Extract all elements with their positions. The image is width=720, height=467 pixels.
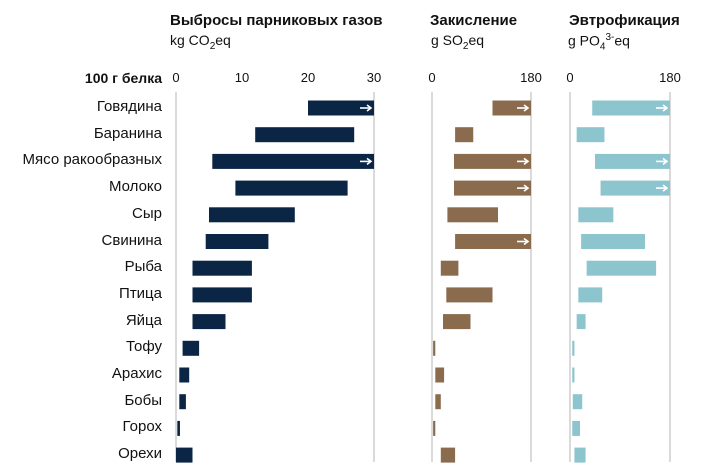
category-label: Баранина bbox=[93, 124, 162, 142]
unit-eutrophication: g PO43-eq bbox=[568, 32, 630, 53]
category-label: Сыр bbox=[132, 204, 162, 222]
range-bar-acidification bbox=[492, 100, 531, 116]
range-bar-eutrophication bbox=[600, 180, 670, 196]
unit-ghg: kg CO2eq bbox=[170, 32, 231, 52]
range-bar-eutrophication bbox=[578, 207, 614, 223]
range-bar-ghg bbox=[205, 234, 269, 249]
range-bar-acidification bbox=[454, 180, 531, 196]
x-tick-label-ghg: 0 bbox=[172, 70, 180, 85]
range-bar-ghg bbox=[179, 367, 190, 383]
chart-title-eutrophication: Эвтрофикация bbox=[569, 12, 680, 29]
range-bar-eutrophication bbox=[574, 447, 586, 463]
range-bar-eutrophication bbox=[595, 153, 670, 169]
overflow-arrowhead-icon bbox=[366, 157, 373, 166]
range-bar-ghg bbox=[176, 447, 193, 463]
range-bar-ghg bbox=[255, 127, 355, 143]
range-bar-acidification bbox=[455, 234, 531, 249]
category-label: Яйца bbox=[125, 311, 162, 329]
range-bar-acidification bbox=[447, 207, 498, 223]
range-bar-eutrophication bbox=[592, 100, 670, 116]
range-bar-ghg bbox=[192, 260, 252, 276]
range-bar-ghg bbox=[212, 153, 374, 169]
row-header: 100 г белка bbox=[84, 70, 162, 86]
overflow-arrowhead-icon bbox=[523, 104, 530, 112]
range-bar-ghg bbox=[308, 100, 374, 116]
range-bar-ghg bbox=[179, 394, 186, 410]
range-bar-eutrophication bbox=[581, 234, 645, 249]
overflow-arrowhead-icon bbox=[662, 104, 669, 112]
chart-title-ghg: Выбросы парниковых газов bbox=[170, 12, 383, 29]
category-label: Тофу bbox=[125, 338, 162, 356]
category-label: Молоко bbox=[108, 178, 162, 196]
category-label: Орехи bbox=[118, 445, 162, 463]
range-bar-acidification bbox=[440, 447, 456, 463]
category-label: Горох bbox=[122, 418, 162, 436]
range-bar-ghg bbox=[177, 420, 180, 436]
overflow-arrowhead-icon bbox=[662, 157, 669, 166]
overflow-arrowhead-icon bbox=[662, 184, 669, 192]
range-bar-eutrophication bbox=[572, 340, 575, 356]
range-bar-eutrophication bbox=[578, 287, 603, 303]
range-bar-ghg bbox=[192, 314, 226, 330]
range-bar-acidification bbox=[433, 340, 436, 356]
x-tick-label-ghg: 10 bbox=[234, 70, 250, 85]
overflow-arrowhead-icon bbox=[523, 237, 530, 246]
overflow-arrowhead-icon bbox=[523, 184, 530, 192]
range-bar-acidification bbox=[454, 153, 531, 169]
category-label: Арахис bbox=[111, 365, 162, 382]
x-tick-label-ghg: 20 bbox=[300, 70, 316, 85]
range-bar-eutrophication bbox=[576, 314, 586, 330]
range-bar-acidification bbox=[443, 314, 471, 330]
category-label: Свинина bbox=[101, 231, 162, 249]
range-bar-eutrophication bbox=[572, 394, 583, 410]
range-bar-acidification bbox=[455, 127, 474, 143]
range-bar-acidification bbox=[433, 420, 436, 436]
x-tick-label-ghg: 30 bbox=[366, 70, 382, 85]
category-label: Бобы bbox=[124, 391, 162, 409]
category-label: Мясо ракообразных bbox=[22, 151, 162, 169]
range-bar-eutrophication bbox=[572, 367, 575, 383]
category-label: Птица bbox=[119, 284, 162, 302]
category-label: Рыба bbox=[124, 258, 162, 276]
range-bar-ghg bbox=[209, 207, 295, 223]
x-tick-label-acidification: 0 bbox=[428, 70, 436, 85]
category-label: Говядина bbox=[96, 98, 162, 115]
range-bar-acidification bbox=[435, 367, 445, 383]
chart-title-acidification: Закисление bbox=[430, 12, 518, 29]
range-bar-acidification bbox=[440, 260, 459, 276]
x-tick-label-acidification: 180 bbox=[520, 70, 542, 85]
range-bar-ghg bbox=[182, 340, 200, 356]
range-bar-ghg bbox=[192, 287, 252, 303]
range-bar-eutrophication bbox=[586, 260, 657, 276]
unit-acidification: g SO2eq bbox=[431, 32, 485, 52]
range-bar-eutrophication bbox=[576, 127, 605, 143]
x-tick-label-eutrophication: 180 bbox=[659, 70, 681, 85]
x-tick-label-eutrophication: 0 bbox=[566, 70, 574, 85]
range-bar-acidification bbox=[446, 287, 493, 303]
range-bar-eutrophication bbox=[572, 420, 580, 436]
overflow-arrowhead-icon bbox=[366, 104, 373, 112]
range-bar-acidification bbox=[435, 394, 441, 410]
range-bar-ghg bbox=[235, 180, 348, 196]
overflow-arrowhead-icon bbox=[523, 157, 530, 166]
